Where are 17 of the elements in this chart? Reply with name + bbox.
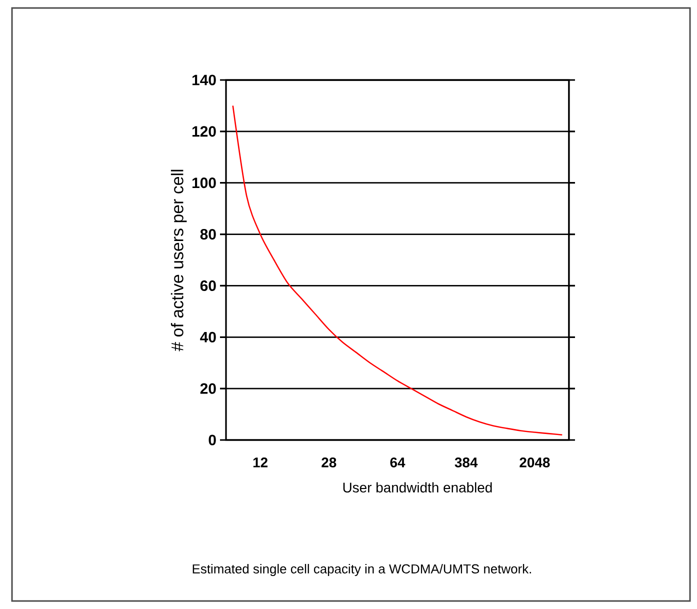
y-tick-label: 140 <box>192 74 216 86</box>
y-tick-label: 40 <box>200 332 216 342</box>
text: Estimated single cell capacity in a WCDMA/UMTS network. <box>192 564 531 576</box>
y-tick-label: 80 <box>200 228 216 240</box>
x-tick-label: 12 <box>253 458 268 468</box>
x-tick-label: 64 <box>390 458 406 468</box>
y-axis-title: # of active users per cell <box>170 170 187 352</box>
y-tick-label: 120 <box>192 126 216 137</box>
y-tick-label: 100 <box>192 178 216 188</box>
x-tick-label: 28 <box>322 458 336 468</box>
x-tick-label: 384 <box>454 458 478 468</box>
x-axis-title: User bandwidth enabled <box>343 482 492 492</box>
y-tick-label: 20 <box>200 383 216 394</box>
y-tick-label: 0 <box>208 434 216 446</box>
x-tick-label: 2048 <box>520 458 550 468</box>
y-tick-label: 60 <box>200 280 216 291</box>
line-series <box>232 105 563 436</box>
